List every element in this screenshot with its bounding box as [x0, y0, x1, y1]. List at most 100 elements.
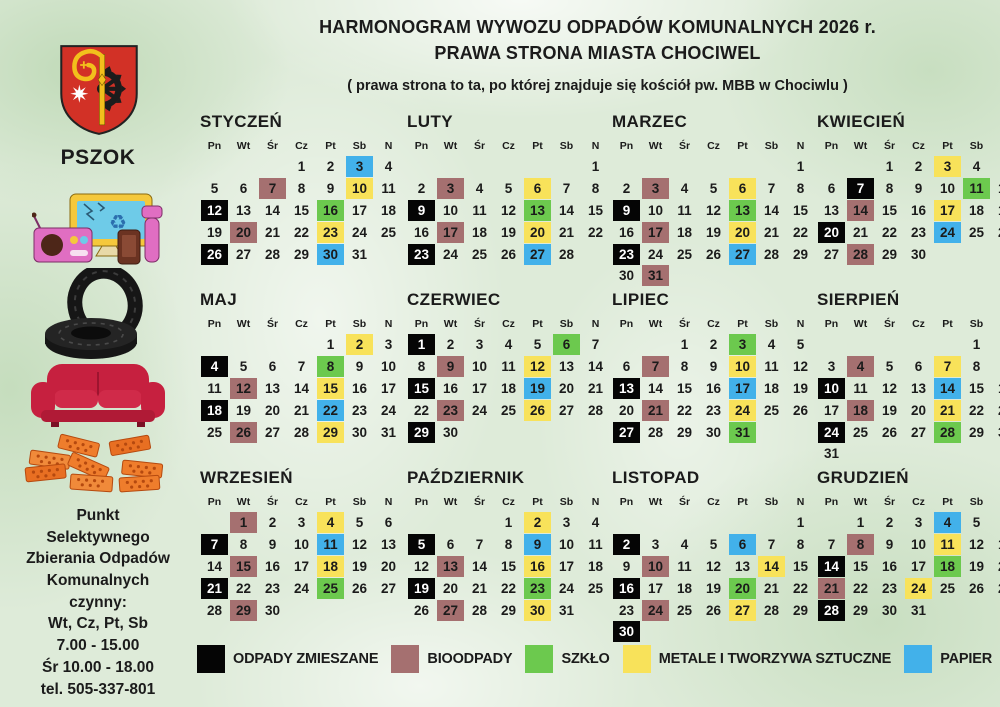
day-cell: 15: [500, 558, 517, 574]
day-cell: 21: [471, 580, 488, 596]
day-cell: 14: [471, 558, 488, 574]
day-cell: 5: [504, 181, 513, 197]
weekday-label: Pt: [532, 496, 543, 508]
weekday-label: Sb: [764, 318, 779, 330]
legend-label: METALE I TWORZYWA SZTUCZNE: [658, 651, 892, 667]
day-cell-szklo: 11: [962, 178, 991, 200]
day-cell: 4: [972, 159, 981, 175]
day-cell: 7: [591, 337, 600, 353]
day-cell-bio: 8: [846, 534, 875, 556]
day-cell-bio: 3: [641, 178, 670, 200]
month-5: MAJ Pn Wt Śr Cz Pt Sb N 1 2 3 4 5 6 7 8 9 10 11 12 13 14 15 16 1…: [200, 290, 403, 443]
day-cell-metale: 10: [345, 178, 374, 200]
day-cell: 3: [914, 515, 923, 531]
day-cell: 4: [475, 181, 484, 197]
day-cell: 1: [856, 515, 865, 531]
day-cell-metale: 29: [316, 421, 345, 443]
day-cell: 5: [210, 181, 219, 197]
day-cell: 17: [910, 558, 927, 574]
day-cell: 10: [442, 202, 459, 218]
day-cell-metale: 20: [523, 221, 552, 243]
weekday-label: Pn: [824, 140, 839, 152]
day-cell: 25: [968, 224, 985, 240]
day-cell: 28: [558, 246, 575, 262]
day-cell: 24: [351, 224, 368, 240]
day-cell: 14: [264, 202, 281, 218]
day-cell: 10: [293, 537, 310, 553]
weekday-label: Wt: [236, 496, 251, 508]
day-cell: 23: [991, 399, 1000, 421]
weekday-label: Pt: [325, 496, 336, 508]
day-cell: 19: [235, 402, 252, 418]
weekday-label: Pn: [619, 140, 634, 152]
month-title: STYCZEŃ: [200, 112, 283, 131]
day-cell-zmieszane: 9: [407, 199, 436, 222]
day-cell: 10: [558, 537, 575, 553]
day-cell: 15: [293, 202, 310, 218]
day-cell-bio: 27: [436, 599, 465, 621]
day-cell-szklo: 13: [728, 199, 757, 222]
day-cell-zmieszane: 1: [407, 334, 436, 356]
day-cell: 22: [792, 224, 809, 240]
day-cell: 18: [471, 224, 488, 240]
empty-cell: [612, 156, 641, 178]
empty-cell: [200, 334, 229, 356]
day-cell-papier: 11: [316, 534, 345, 556]
day-cell: 6: [827, 181, 836, 197]
day-cell: 25: [852, 424, 869, 440]
day-cell: 3: [384, 337, 393, 353]
weekday-label: Cz: [502, 496, 515, 508]
day-cell: 5: [991, 156, 1000, 178]
weekday-label: N: [384, 318, 393, 330]
day-cell: 6: [239, 181, 248, 197]
day-cell: 24: [380, 402, 397, 418]
day-cell-zmieszane: 14: [817, 555, 846, 578]
weekday-label: Cz: [707, 140, 720, 152]
day-cell-metale: 24: [728, 399, 757, 421]
weekday-header: Pn Wt Śr Cz Pt Sb N: [817, 496, 1000, 508]
day-cell: 29: [676, 424, 693, 440]
day-cell: 25: [500, 402, 517, 418]
day-cell: 23: [264, 580, 281, 596]
day-cell-metale: 15: [316, 377, 345, 400]
day-cell: 28: [206, 602, 223, 618]
day-cell: 1: [504, 515, 513, 531]
day-cell: 18: [500, 380, 517, 396]
day-cell: 31: [558, 602, 575, 618]
weekday-label: Pn: [207, 140, 222, 152]
month-title: MARZEC: [612, 112, 688, 131]
month-11: LISTOPAD Pn Wt Śr Cz Pt Sb N 1 2 3 4 5 6 7 8 9 10 11 12 13 14…: [612, 468, 815, 643]
weekday-label: Sb: [559, 496, 574, 508]
empty-cell: [933, 334, 962, 356]
day-cell: 4: [680, 537, 689, 553]
day-cell: 2: [709, 337, 718, 353]
day-cell: 9: [709, 359, 718, 375]
weekday-label: Cz: [707, 318, 720, 330]
day-cell: 27: [264, 424, 281, 440]
day-cell: 27: [235, 246, 252, 262]
day-cell: 30: [351, 424, 368, 440]
day-cell: 28: [763, 246, 780, 262]
day-cell: 13: [264, 380, 281, 396]
month-4: KWIECIEŃPnWtŚrCzPtSbN1234567891011121314…: [817, 112, 1000, 265]
weekday-label: N: [384, 496, 393, 508]
day-cell-bio: 9: [436, 356, 465, 378]
day-cell: 21: [293, 402, 310, 418]
day-cell: 18: [968, 202, 985, 218]
day-cell: 27: [991, 577, 1000, 599]
day-cell: 5: [355, 515, 364, 531]
day-cell: 28: [471, 602, 488, 618]
month-title: CZERWIEC: [407, 290, 501, 309]
empty-cell: [670, 156, 699, 178]
day-cell: 12: [991, 178, 1000, 200]
day-cell: 25: [380, 224, 397, 240]
day-cell-bio: 23: [436, 399, 465, 421]
weekday-label: N: [991, 496, 1000, 508]
day-cell-szklo: 25: [316, 577, 345, 599]
weekday-label: Sb: [764, 496, 779, 508]
day-cell: 30: [618, 268, 635, 284]
weekday-label: N: [991, 140, 1000, 152]
weekday-header: Pn Wt Śr Cz Pt Sb N: [612, 318, 815, 330]
day-cell-papier: 4: [933, 512, 962, 534]
sidebar: PSZOK ♻: [0, 0, 196, 707]
